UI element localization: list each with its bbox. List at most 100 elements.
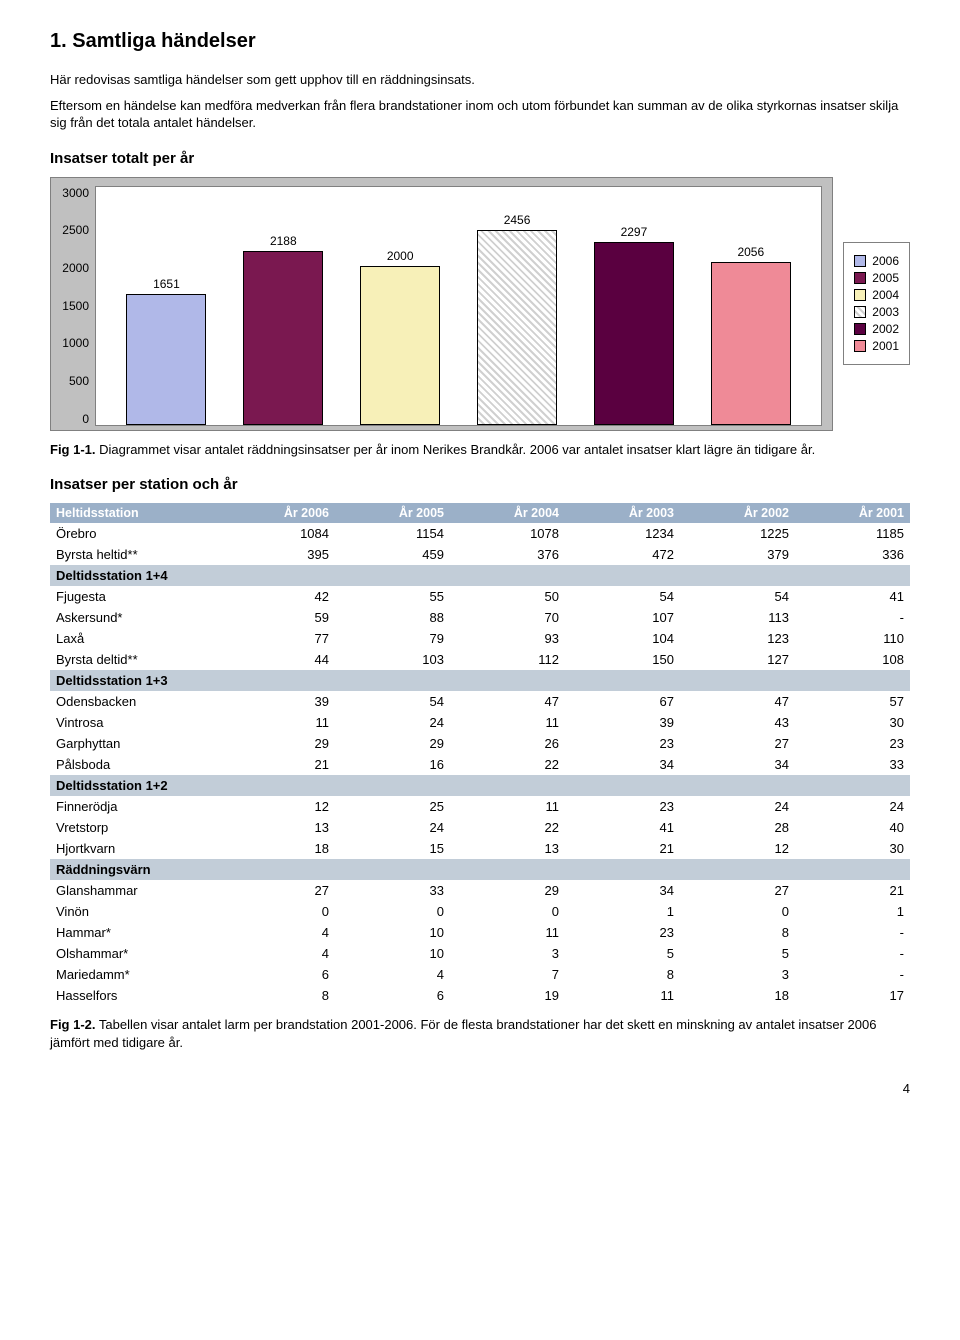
table-cell: 79 [335, 628, 450, 649]
table-row: Hasselfors8619111817 [50, 985, 910, 1006]
chart-legend: 2006 2005 2004 2003 2002 2001 [843, 242, 910, 365]
table-cell: 23 [565, 796, 680, 817]
legend-label: 2005 [872, 271, 899, 285]
table-cell: 1 [565, 901, 680, 922]
chart-bar: 1651 [126, 294, 206, 425]
table-cell: 26 [450, 733, 565, 754]
table-cell: 93 [450, 628, 565, 649]
table-cell: 123 [680, 628, 795, 649]
table-cell: 1185 [795, 523, 910, 544]
legend-label: 2002 [872, 322, 899, 336]
chart-bar-label: 2000 [387, 249, 414, 263]
table-cell: 30 [795, 838, 910, 859]
chart-y-axis: 050010001500200025003000 [59, 186, 95, 426]
table-cell: 19 [450, 985, 565, 1006]
legend-item: 2004 [854, 288, 899, 302]
legend-item: 2002 [854, 322, 899, 336]
table-row: Mariedamm*64783- [50, 964, 910, 985]
table-cell: 54 [335, 691, 450, 712]
intro-paragraph-2: Eftersom en händelse kan medföra medverk… [50, 97, 910, 132]
chart-y-tick: 2000 [59, 261, 89, 275]
table-cell: 10 [335, 943, 450, 964]
table-cell: 1 [795, 901, 910, 922]
table-cell: 0 [450, 901, 565, 922]
table-cell: 15 [335, 838, 450, 859]
table-cell: 11 [450, 922, 565, 943]
bar-chart: 050010001500200025003000 165121882000245… [50, 177, 910, 431]
table-section-label: Räddningsvärn [50, 859, 910, 880]
legend-label: 2001 [872, 339, 899, 353]
table-cell: 103 [335, 649, 450, 670]
legend-swatch [854, 289, 866, 301]
chart-bar: 2000 [360, 266, 440, 425]
table-cell: Odensbacken [50, 691, 220, 712]
table-cell: 34 [680, 754, 795, 775]
table-cell: Olshammar* [50, 943, 220, 964]
table-cell: 50 [450, 586, 565, 607]
table-cell: 54 [565, 586, 680, 607]
chart-bar-label: 2056 [737, 245, 764, 259]
table-cell: 12 [680, 838, 795, 859]
chart-box: 050010001500200025003000 165121882000245… [50, 177, 833, 431]
table-cell: 13 [450, 838, 565, 859]
table-cell: 6 [335, 985, 450, 1006]
table-cell: 21 [220, 754, 335, 775]
figure-1-caption: Fig 1-1. Diagrammet visar antalet räddni… [50, 441, 910, 459]
table-cell: 70 [450, 607, 565, 628]
table-cell: 1078 [450, 523, 565, 544]
table-cell: Garphyttan [50, 733, 220, 754]
table-cell: 3 [680, 964, 795, 985]
table-row: Finnerödja122511232424 [50, 796, 910, 817]
table-cell: 29 [450, 880, 565, 901]
table-cell: - [795, 964, 910, 985]
table-cell: Hjortkvarn [50, 838, 220, 859]
table-cell: Mariedamm* [50, 964, 220, 985]
chart-y-tick: 0 [59, 412, 89, 426]
table-cell: 43 [680, 712, 795, 733]
table-header-row: HeltidsstationÅr 2006År 2005År 2004År 20… [50, 503, 910, 523]
table-cell: 23 [565, 922, 680, 943]
table-row: Örebro108411541078123412251185 [50, 523, 910, 544]
table-cell: 6 [220, 964, 335, 985]
legend-label: 2004 [872, 288, 899, 302]
table-cell: 28 [680, 817, 795, 838]
table-cell: 23 [565, 733, 680, 754]
table-cell: 34 [565, 880, 680, 901]
table-cell: Vintrosa [50, 712, 220, 733]
table-cell: 25 [335, 796, 450, 817]
table-cell: Vretstorp [50, 817, 220, 838]
table-cell: 23 [795, 733, 910, 754]
legend-item: 2006 [854, 254, 899, 268]
table-cell: 47 [450, 691, 565, 712]
table-cell: 395 [220, 544, 335, 565]
chart-heading: Insatser totalt per år [50, 150, 910, 167]
table-cell: 13 [220, 817, 335, 838]
table-cell: 127 [680, 649, 795, 670]
table-cell: 41 [565, 817, 680, 838]
chart-bar: 2297 [594, 242, 674, 424]
figure-2-caption: Fig 1-2. Tabellen visar antalet larm per… [50, 1016, 910, 1051]
table-row: Vintrosa112411394330 [50, 712, 910, 733]
table-cell: 8 [220, 985, 335, 1006]
table-cell: 110 [795, 628, 910, 649]
legend-item: 2005 [854, 271, 899, 285]
table-cell: 27 [680, 733, 795, 754]
table-row: Vretstorp132422412840 [50, 817, 910, 838]
legend-swatch [854, 255, 866, 267]
chart-bar: 2456 [477, 230, 557, 425]
table-heading: Insatser per station och år [50, 476, 910, 493]
table-cell: 4 [220, 943, 335, 964]
table-cell: 47 [680, 691, 795, 712]
stations-table: HeltidsstationÅr 2006År 2005År 2004År 20… [50, 503, 910, 1006]
table-cell: 57 [795, 691, 910, 712]
table-cell: 11 [450, 712, 565, 733]
table-cell: 459 [335, 544, 450, 565]
table-cell: 88 [335, 607, 450, 628]
table-cell: 44 [220, 649, 335, 670]
table-cell: 0 [680, 901, 795, 922]
table-cell: 1234 [565, 523, 680, 544]
legend-item: 2003 [854, 305, 899, 319]
table-row: Olshammar*410355- [50, 943, 910, 964]
table-row: Askersund*598870107113- [50, 607, 910, 628]
table-cell: 18 [220, 838, 335, 859]
